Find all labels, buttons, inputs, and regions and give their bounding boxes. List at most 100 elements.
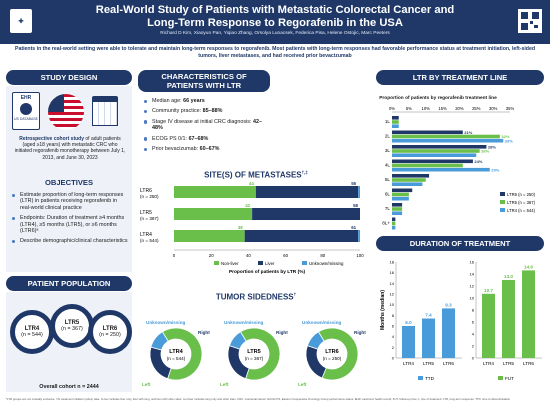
cohort-text: of adult patients (aged ≥18 years) with …	[14, 136, 126, 161]
tick-label: 80	[320, 253, 325, 258]
characteristic-label: Community practice:	[152, 108, 203, 115]
bar	[392, 196, 409, 201]
tick-label: 4	[392, 334, 395, 339]
metastases-sup: †,‡	[301, 170, 308, 175]
stacked-bar-segment	[255, 186, 359, 198]
ring-label: LTR5	[64, 319, 80, 326]
pie-slice	[149, 346, 172, 380]
data-label: 42	[245, 203, 250, 208]
tick-label: 2	[472, 344, 475, 349]
pie-center-n: (n = 367)	[245, 356, 264, 361]
data-label: 58	[353, 203, 358, 208]
ltr-line-chart: 0% 5% 10% 15% 20% 25% 30% 35% 1L 2L 3L 4L 5L 6L 7L 8L+ 2…	[382, 106, 536, 230]
tick-label: 10%	[422, 106, 431, 111]
pie-slice	[306, 331, 325, 350]
data-label: 61	[351, 225, 356, 230]
bar	[482, 293, 495, 358]
ehr-label: EHR	[20, 95, 32, 101]
legend-label: FUT	[505, 376, 514, 381]
pie-slice	[239, 327, 281, 381]
line-label: 7L	[385, 206, 391, 211]
data-label: 6.0	[405, 320, 412, 325]
qr-code-icon[interactable]	[518, 9, 542, 33]
tick-label: 8	[392, 313, 395, 318]
bar	[402, 326, 415, 358]
legend-label: Non-liver	[221, 261, 239, 266]
category-label: LTR6	[140, 188, 152, 194]
line-label: 1L	[385, 119, 391, 124]
calendar-icon	[92, 96, 118, 126]
category-label: LTR4	[140, 232, 152, 238]
duration-chart: 0 2 4 6 8 10 12 14 16 18 6.0 LTR4 7.4 LTR5 9.3 LTR6 TTD M…	[380, 260, 542, 381]
slice-label-left: Left	[220, 382, 229, 387]
poster-title-line2: Long-Term Response to Regorafenib in the…	[147, 16, 403, 29]
sidedness-chart: LTR4(n = 544) Unknown/missing Right Left LTR…	[142, 320, 366, 387]
characteristic-value: 60–67%	[199, 146, 220, 153]
characteristic-label: Prior bevacizumab:	[152, 146, 200, 153]
bar	[392, 153, 477, 157]
tick-label: 20	[209, 253, 214, 258]
metastases-chart: LTR6(n = 250) 44 55 LTR5(n = 367) 42 58 LTR4(n…	[140, 182, 364, 275]
slice-label-unknown: Unknown/missing	[302, 320, 341, 325]
user-icon	[20, 103, 32, 115]
stacked-bar-segment	[358, 186, 360, 198]
characteristic-value: 67–68%	[188, 135, 209, 142]
tick-label: 8	[472, 308, 475, 313]
legend-label: TTD	[425, 376, 435, 381]
legend-swatch	[258, 261, 263, 265]
data-label: 29%	[491, 167, 499, 172]
tick-label: 12	[470, 284, 475, 289]
pie-slice	[228, 331, 247, 350]
bar	[522, 270, 535, 358]
x-axis-label: Proportion of patients by LTR (%)	[229, 269, 306, 275]
tick-label: 16	[470, 260, 475, 265]
pie-center-label: LTR6	[325, 349, 339, 355]
tick-label: 0	[173, 253, 176, 258]
slice-label-right: Right	[276, 330, 288, 335]
poster-title-line1: Real-World Study of Patients with Metast…	[95, 4, 455, 16]
data-label: 26%	[481, 149, 489, 154]
duration-heading: DURATION OF TREATMENT	[376, 236, 544, 251]
metastases-heading: SITE(S) OF METASTASES†,‡	[138, 170, 374, 180]
characteristic-item: Prior bevacizumab: 60–67%	[144, 146, 270, 152]
bar	[392, 159, 473, 164]
tick-label: 20%	[455, 106, 464, 111]
ltr-line-heading: LTR BY TREATMENT LINE	[376, 70, 544, 85]
bar	[422, 318, 435, 358]
pie-center-n: (n = 250)	[323, 356, 342, 361]
characteristics-heading-line1: CHARACTERISTICS OF	[161, 72, 247, 81]
tick-label: 25%	[472, 106, 481, 111]
metastases-title: SITE(S) OF METASTASES	[204, 170, 302, 180]
characteristic-value: 42–48%	[152, 118, 262, 132]
legend-swatch	[498, 376, 503, 380]
category-label: LTR5	[423, 361, 434, 366]
line-label: 6L	[385, 192, 391, 197]
sidedness-sup: †	[293, 292, 297, 297]
tick-label: 0	[472, 356, 475, 361]
legend-label: LTR5 (n = 367)	[507, 200, 536, 205]
characteristic-value: 66 years	[183, 98, 205, 104]
legend-swatch	[500, 200, 505, 204]
bar	[392, 167, 490, 172]
stacked-bar-segment	[252, 208, 360, 220]
ring-label: LTR6	[102, 325, 118, 332]
characteristics-list: Median age: 66 years Community practice:…	[144, 98, 270, 156]
ring-n: (n = 544)	[21, 332, 43, 338]
data-label: 38	[238, 225, 243, 230]
tick-label: 0%	[389, 106, 395, 111]
database-label: US DATABASE	[14, 117, 38, 121]
objectives-heading: OBJECTIVES	[44, 178, 94, 187]
bar	[392, 149, 480, 153]
tick-label: 4	[472, 332, 475, 337]
data-label: 32%	[501, 134, 509, 139]
data-label: 55	[351, 182, 356, 186]
tick-label: 18	[390, 260, 395, 265]
slice-label-unknown: Unknown/missing	[146, 320, 185, 325]
legend-label: Liver	[265, 261, 275, 266]
category-n-label: (n = 367)	[140, 216, 159, 221]
pie-slice	[150, 331, 169, 351]
tick-label: 14	[390, 281, 395, 286]
tick-label: 40	[246, 253, 251, 258]
characteristic-label: Median age:	[152, 98, 184, 104]
tick-label: 15%	[438, 106, 447, 111]
